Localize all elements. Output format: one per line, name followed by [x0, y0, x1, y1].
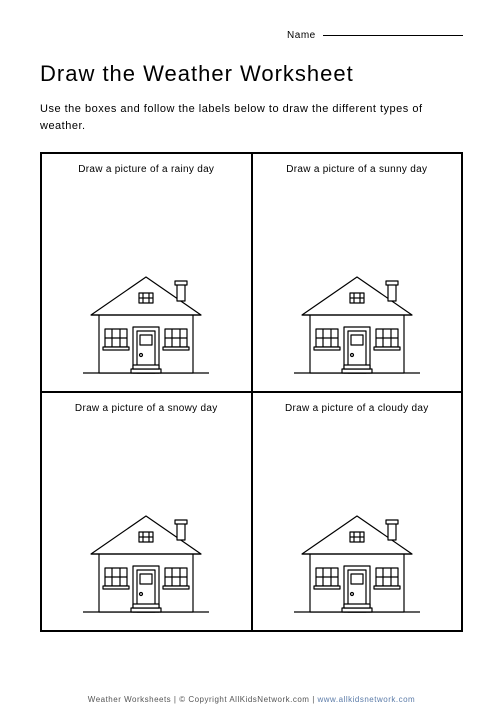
drawing-area[interactable] [263, 414, 452, 620]
instructions: Use the boxes and follow the labels belo… [40, 101, 463, 134]
name-label: Name [287, 30, 316, 41]
cell-prompt: Draw a picture of a snowy day [52, 403, 241, 414]
house-icon [292, 504, 422, 614]
cell-rainy: Draw a picture of a rainy day [41, 153, 252, 392]
cell-snowy: Draw a picture of a snowy day [41, 392, 252, 631]
house-icon [81, 504, 211, 614]
drawing-area[interactable] [263, 175, 452, 381]
cell-prompt: Draw a picture of a cloudy day [263, 403, 452, 414]
worksheet-grid: Draw a picture of a rainy day [40, 152, 463, 632]
house-icon [81, 265, 211, 375]
page-title: Draw the Weather Worksheet [40, 61, 463, 87]
cell-sunny: Draw a picture of a sunny day [252, 153, 463, 392]
drawing-area[interactable] [52, 175, 241, 381]
footer-link[interactable]: www.allkidsnetwork.com [318, 695, 416, 704]
cell-prompt: Draw a picture of a sunny day [263, 164, 452, 175]
name-row: Name [40, 30, 463, 41]
cell-prompt: Draw a picture of a rainy day [52, 164, 241, 175]
drawing-area[interactable] [52, 414, 241, 620]
cell-cloudy: Draw a picture of a cloudy day [252, 392, 463, 631]
house-icon [292, 265, 422, 375]
name-input-line[interactable] [323, 35, 463, 36]
footer-text: Weather Worksheets | © Copyright AllKids… [88, 695, 318, 704]
footer: Weather Worksheets | © Copyright AllKids… [0, 695, 503, 704]
